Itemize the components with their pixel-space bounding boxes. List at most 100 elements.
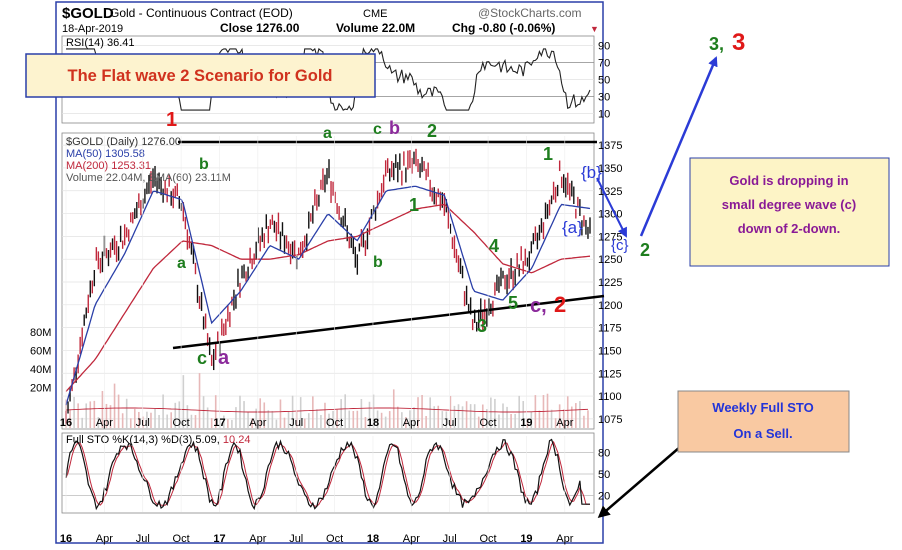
x-tick-label: Apr [249, 533, 266, 545]
volume-ema-line [65, 407, 589, 413]
wave-b-top-label: b [389, 118, 400, 138]
header-chg: Chg -0.80 (-0.06%) [452, 21, 555, 35]
wave-a-top-label: a [323, 125, 332, 142]
wave-1-right-label: 1 [543, 144, 553, 164]
wave-3-green-label: 3, [709, 34, 724, 54]
rsi-label: RSI(14) 36.41 [66, 37, 134, 49]
volume-bar [498, 414, 500, 428]
volume-bar [73, 396, 75, 428]
volume-bar [117, 394, 120, 428]
volume-bar [494, 398, 496, 428]
wave-a-bottom-label: a [218, 347, 230, 369]
wave-3-red-label: 3 [732, 29, 745, 56]
volume-bar [372, 394, 375, 428]
volume-bar [566, 396, 569, 428]
gold-note-line3: down of 2-down. [738, 221, 841, 236]
volume-bar [490, 397, 492, 428]
volume-bar [356, 410, 359, 428]
volume-bar [409, 410, 411, 428]
x-tick-label: Oct [480, 533, 497, 545]
sto-note-line1: Weekly Full STO [712, 400, 813, 415]
price-tick-label: 1325 [598, 186, 622, 198]
drop-arrow [596, 177, 627, 238]
volume-bar [437, 405, 440, 428]
volume-bar [166, 414, 168, 428]
x-tick-label: Oct [326, 417, 343, 429]
volume-bar [530, 411, 533, 428]
rsi-tick-label: 50 [598, 75, 610, 87]
volume-tick-label: 40M [30, 364, 51, 376]
volume-bar [190, 414, 193, 428]
volume-bar [461, 406, 464, 428]
wave-4-label: 4 [489, 236, 499, 256]
volume-bar [477, 416, 480, 428]
x-tick-label: 16 [60, 417, 72, 429]
x-axis-sto: 16 Apr Jul Oct 17 Apr Jul Oct 18 Apr Jul Oct 19 Apr [60, 436, 574, 545]
ma50-line [65, 185, 591, 406]
x-tick-label: 19 [520, 417, 532, 429]
x-tick-label: Apr [403, 417, 420, 429]
wave-b-mid-label: b [373, 254, 383, 271]
volume-bar [538, 410, 541, 428]
volume-tick-label: 80M [30, 327, 51, 339]
rsi-tick-label: 90 [598, 41, 610, 53]
volume-bar [550, 409, 553, 428]
header-volume: Volume 22.0M [336, 21, 415, 35]
volume-bar [214, 395, 217, 428]
title-text: The Flat wave 2 Scenario for Gold [68, 67, 333, 85]
volume-bar [129, 418, 132, 428]
header-brand: @StockCharts.com [478, 6, 582, 20]
x-tick-label: Apr [249, 417, 266, 429]
volume-bar [364, 416, 367, 428]
header-symbol: $GOLD [62, 5, 114, 22]
gold-note-line2: small degree wave (c) [722, 197, 856, 212]
price-tick-label: 1375 [598, 140, 622, 152]
volume-bar [162, 394, 164, 428]
wave-c-bottom-label: c [197, 348, 207, 368]
volume-bar [243, 401, 245, 428]
volume-bar [457, 404, 460, 428]
sto-note-text: Weekly Full STO On a Sell. [712, 400, 813, 441]
volume-bar [150, 412, 152, 428]
price-tick-label: 1200 [598, 300, 622, 312]
wave-a-left-label: a [177, 255, 186, 272]
volume-bar [235, 407, 237, 428]
volume-bar [247, 412, 249, 428]
rsi-axis: 90 70 50 30 10 [598, 41, 610, 121]
volume-bar [105, 403, 108, 428]
volume-bar [312, 396, 314, 428]
volume-bar [368, 401, 371, 428]
volume-bar [433, 406, 436, 428]
sto-note-line2: On a Sell. [733, 426, 792, 441]
volume-bar [113, 383, 116, 428]
volume-bar [445, 411, 448, 428]
volume-bar [481, 404, 484, 428]
gold-note-line1: Gold is dropping in [729, 173, 848, 188]
x-tick-label: Jul [136, 417, 150, 429]
price-axis: 1375 1350 1325 1300 1275 1250 1225 1200 1175 1150… [598, 140, 622, 426]
price-tick-label: 1175 [598, 323, 622, 335]
wave-c-bracket-label: {c} [611, 237, 629, 254]
volume-bar [328, 413, 330, 428]
gold-note-text: Gold is dropping in small degree wave (c… [722, 173, 856, 236]
volume-bar [174, 402, 177, 428]
volume-bar [81, 417, 83, 428]
wave-2-right-label: 2 [640, 240, 650, 260]
volume-bar [388, 411, 391, 428]
x-tick-label: Jul [136, 533, 150, 545]
x-tick-label: 17 [213, 417, 225, 429]
volume-bar [583, 415, 585, 428]
wave-a-bracket-label: {a} [562, 218, 583, 237]
volume-bar [316, 409, 318, 428]
price-tick-label: 1275 [598, 231, 622, 243]
volume-bar [154, 408, 156, 428]
gold-note-box [689, 157, 890, 267]
volume-bar [421, 394, 423, 428]
volume-bar [121, 413, 124, 428]
x-tick-label: Jul [289, 417, 303, 429]
price-tick-label: 1075 [598, 414, 622, 426]
wave-2-red-label: 2 [554, 292, 566, 317]
volume-bar [579, 401, 581, 428]
x-tick-label: Jul [443, 417, 457, 429]
volume-bar [514, 413, 516, 428]
